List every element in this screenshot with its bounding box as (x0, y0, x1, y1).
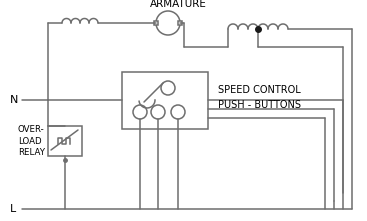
Bar (48, 126, 82, 156)
Text: SPEED CONTROL
PUSH - BUTTONS: SPEED CONTROL PUSH - BUTTONS (218, 85, 301, 110)
Bar (154, 21, 158, 25)
Text: L: L (10, 204, 16, 214)
Bar (122, 72, 208, 129)
Text: ARMATURE: ARMATURE (150, 0, 206, 9)
Text: N: N (10, 95, 18, 105)
Bar (178, 21, 182, 25)
Text: OVER-
LOAD
RELAY: OVER- LOAD RELAY (18, 125, 45, 157)
